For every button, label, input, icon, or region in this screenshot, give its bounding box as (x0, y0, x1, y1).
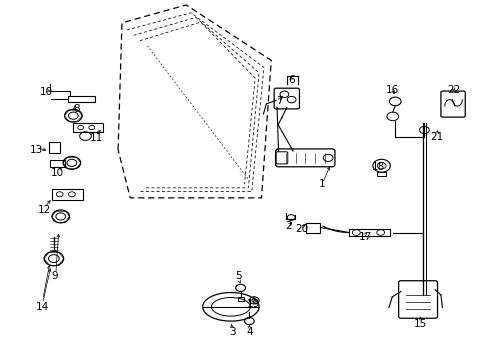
Bar (50, 160, 64, 167)
Bar (73, 123, 102, 132)
Text: 22: 22 (446, 85, 459, 95)
Bar (348, 229, 389, 237)
Text: 10: 10 (51, 168, 64, 178)
Text: 7: 7 (276, 96, 282, 107)
Text: 4: 4 (245, 327, 252, 337)
Text: 20: 20 (295, 224, 308, 234)
Text: 3: 3 (228, 327, 235, 337)
Text: 12: 12 (38, 205, 51, 215)
Bar (52, 189, 82, 200)
Text: 9: 9 (51, 271, 58, 282)
Text: 1: 1 (318, 179, 325, 189)
Bar (305, 222, 320, 233)
Text: 13: 13 (30, 145, 43, 155)
Text: 10: 10 (40, 87, 53, 98)
Text: 16: 16 (385, 85, 398, 95)
Bar (237, 297, 243, 301)
Text: 5: 5 (235, 271, 242, 282)
Text: 18: 18 (371, 162, 385, 172)
Bar (376, 172, 386, 176)
Text: 15: 15 (413, 319, 426, 329)
Bar (68, 96, 95, 102)
Text: 8: 8 (73, 104, 80, 113)
Text: 2: 2 (285, 221, 291, 231)
Text: 14: 14 (36, 302, 49, 312)
Text: 21: 21 (429, 132, 442, 142)
Text: 19: 19 (246, 299, 259, 309)
Text: 17: 17 (358, 232, 371, 242)
Bar (49, 143, 60, 153)
Text: 11: 11 (89, 133, 102, 143)
Text: 6: 6 (287, 75, 294, 85)
